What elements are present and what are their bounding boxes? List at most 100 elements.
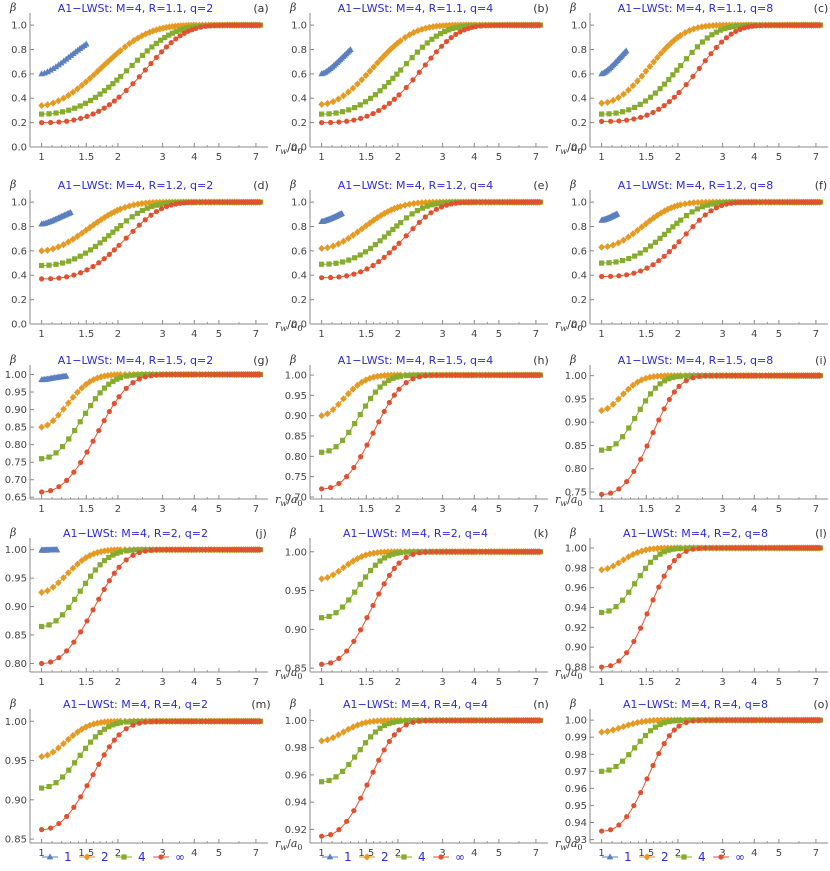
data-point <box>138 199 146 208</box>
data-point <box>666 98 672 105</box>
data-point <box>130 37 138 45</box>
data-point <box>158 372 165 378</box>
data-point <box>606 260 612 266</box>
x-tick-label: 1.5 <box>358 848 374 859</box>
data-point <box>110 81 116 87</box>
data-point <box>410 77 416 83</box>
data-point <box>391 392 397 398</box>
chart-panel-o: 0.93 0.94 0.95 0.96 0.97 0.98 0.99 1.00 1 1.5 2 3 4 5… <box>565 697 829 859</box>
legend-label: 4 <box>698 850 706 864</box>
data-point <box>101 726 108 732</box>
data-point <box>767 22 773 28</box>
x-tick-label: 2 <box>675 152 681 163</box>
y-axis-label: β <box>9 353 16 366</box>
data-point <box>324 736 331 744</box>
data-point <box>60 94 67 102</box>
y-tick-label: 0.93 <box>565 835 587 846</box>
data-point <box>763 545 769 551</box>
series-line <box>321 374 541 490</box>
x-tick-label: 3 <box>159 677 165 688</box>
data-point <box>391 565 397 572</box>
data-point <box>92 396 99 402</box>
data-point <box>69 88 77 96</box>
data-point <box>666 719 672 725</box>
series-line <box>321 201 541 249</box>
series-line <box>41 374 261 428</box>
chart-title: A1−LWSt: M=4, R=2, q=4 <box>343 527 488 540</box>
data-point <box>428 372 434 378</box>
data-point <box>39 660 45 667</box>
data-point <box>647 728 654 734</box>
data-point <box>733 23 739 29</box>
data-point <box>177 33 183 39</box>
x-tick-label: 1.5 <box>638 848 654 859</box>
data-point <box>418 199 426 207</box>
series-line <box>321 374 541 417</box>
data-point <box>90 772 96 778</box>
data-point <box>224 199 230 205</box>
data-point <box>397 37 404 45</box>
data-point <box>642 732 649 739</box>
x-tick-label: 1 <box>318 677 324 688</box>
circle-icon <box>158 854 164 860</box>
data-point <box>364 615 370 621</box>
data-point <box>220 718 226 724</box>
data-point <box>647 94 654 100</box>
panel-label: (g) <box>253 354 269 367</box>
data-point <box>771 199 778 205</box>
data-point <box>97 373 105 381</box>
data-point <box>153 26 160 34</box>
data-point <box>319 615 325 621</box>
data-point <box>438 31 444 37</box>
x-tick-label: 3 <box>159 848 165 859</box>
data-point <box>198 371 204 378</box>
data-point <box>319 449 325 455</box>
data-point <box>606 445 612 452</box>
data-point <box>92 734 99 740</box>
legend-2: 1 2 4 ∞ <box>322 850 465 864</box>
data-point <box>123 719 130 725</box>
data-point <box>358 454 364 460</box>
data-point <box>670 546 676 552</box>
x-tick-label: 2 <box>115 504 121 515</box>
panel-label: (f) <box>815 179 827 192</box>
data-point <box>386 230 392 236</box>
data-point <box>74 388 81 396</box>
data-point <box>372 92 379 98</box>
y-tick-label: 0.4 <box>291 94 307 105</box>
data-point <box>461 549 467 555</box>
x-tick-label: 2 <box>675 677 681 688</box>
data-point <box>661 372 668 380</box>
data-point <box>346 257 352 263</box>
data-point <box>457 549 463 555</box>
data-point <box>699 204 706 210</box>
data-point <box>344 88 352 96</box>
data-point <box>656 750 662 757</box>
data-point <box>708 373 714 379</box>
series-1 <box>38 208 74 227</box>
square-icon <box>121 854 127 860</box>
data-point <box>367 395 374 402</box>
data-point <box>357 252 363 258</box>
data-point <box>163 44 170 50</box>
data-point <box>53 450 59 456</box>
y-tick-label: 1.00 <box>565 371 587 382</box>
data-point <box>333 260 339 266</box>
data-point <box>620 556 627 564</box>
data-point <box>381 104 387 110</box>
data-point <box>638 456 644 462</box>
y-tick-label: 0.8 <box>291 45 307 56</box>
y-tick-label: 0.8 <box>11 222 27 233</box>
data-point <box>718 717 725 723</box>
data-point <box>676 723 682 729</box>
data-point <box>87 402 94 409</box>
data-point <box>500 199 506 205</box>
data-point <box>114 77 120 83</box>
data-point <box>741 545 747 551</box>
data-point <box>326 111 332 117</box>
data-point <box>657 235 663 241</box>
data-point <box>410 199 418 208</box>
panel-label: (j) <box>255 527 267 540</box>
data-point <box>661 103 667 109</box>
data-point <box>158 201 164 207</box>
